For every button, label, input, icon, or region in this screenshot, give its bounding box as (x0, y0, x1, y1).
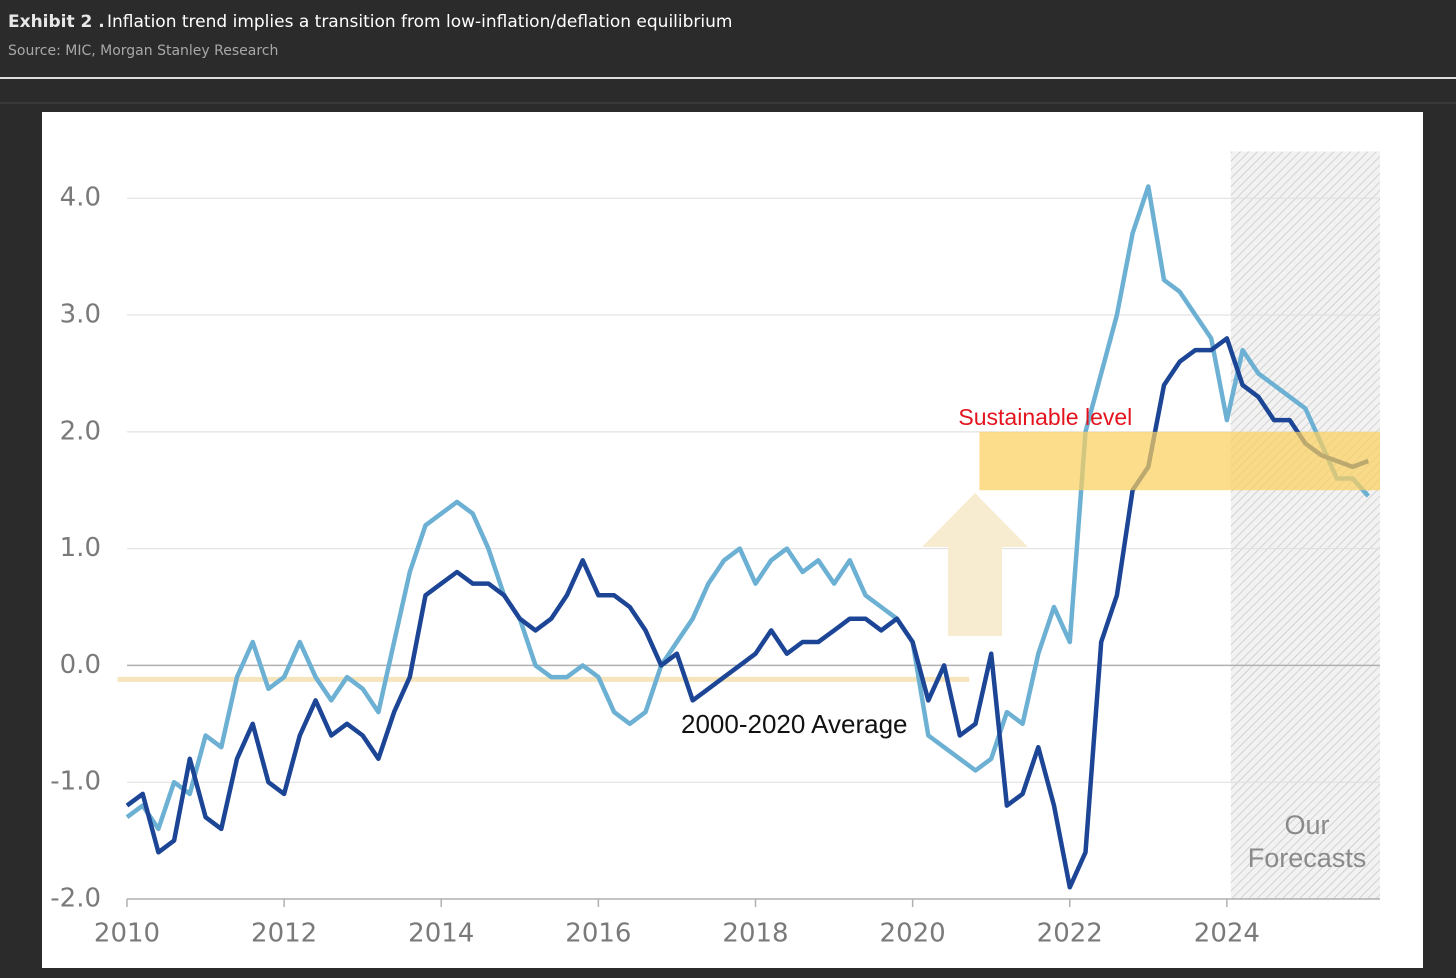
plot-panel (42, 112, 1423, 968)
y-tick-label: 1.0 (60, 533, 101, 563)
arrow (922, 493, 1028, 636)
x-tick-label: 2022 (1037, 919, 1103, 949)
forecast-label: Our (1284, 810, 1329, 840)
y-tick-label: 0.0 (60, 650, 101, 680)
band-label: Sustainable level (958, 404, 1132, 430)
x-tick-label: 2010 (94, 919, 160, 949)
average-label: 2000-2020 Average (681, 709, 908, 739)
forecast-label: Forecasts (1248, 843, 1367, 873)
x-tick-label: 2018 (722, 919, 788, 949)
x-tick-label: 2024 (1194, 919, 1260, 949)
x-tick-label: 2016 (565, 919, 631, 949)
x-tick-label: 2012 (251, 919, 317, 949)
y-tick-label: 2.0 (60, 416, 101, 446)
exhibit-label: Exhibit 2 . (8, 12, 105, 32)
y-tick-label: -1.0 (50, 767, 101, 797)
y-tick-label: -2.0 (50, 884, 101, 914)
x-tick-label: 2014 (408, 919, 474, 949)
series-line (125, 184, 1370, 832)
chart-title: Inflation trend implies a transition fro… (107, 12, 732, 32)
x-tick-label: 2020 (880, 919, 946, 949)
series-line (125, 336, 1370, 890)
chart-subtitle: Source: MIC, Morgan Stanley Research (8, 43, 278, 59)
forecast-region (1230, 151, 1380, 899)
y-tick-label: 3.0 (60, 300, 101, 330)
sustainable-band (979, 431, 1380, 491)
y-tick-label: 4.0 (60, 183, 101, 213)
